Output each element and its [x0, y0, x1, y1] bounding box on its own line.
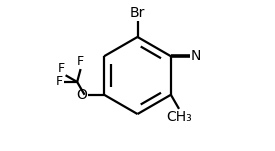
Text: Br: Br	[130, 6, 145, 20]
Text: N: N	[191, 49, 201, 63]
Text: O: O	[76, 88, 87, 102]
Text: CH₃: CH₃	[166, 110, 192, 124]
Text: F: F	[77, 55, 84, 68]
Text: F: F	[58, 61, 65, 75]
Text: F: F	[56, 76, 63, 88]
